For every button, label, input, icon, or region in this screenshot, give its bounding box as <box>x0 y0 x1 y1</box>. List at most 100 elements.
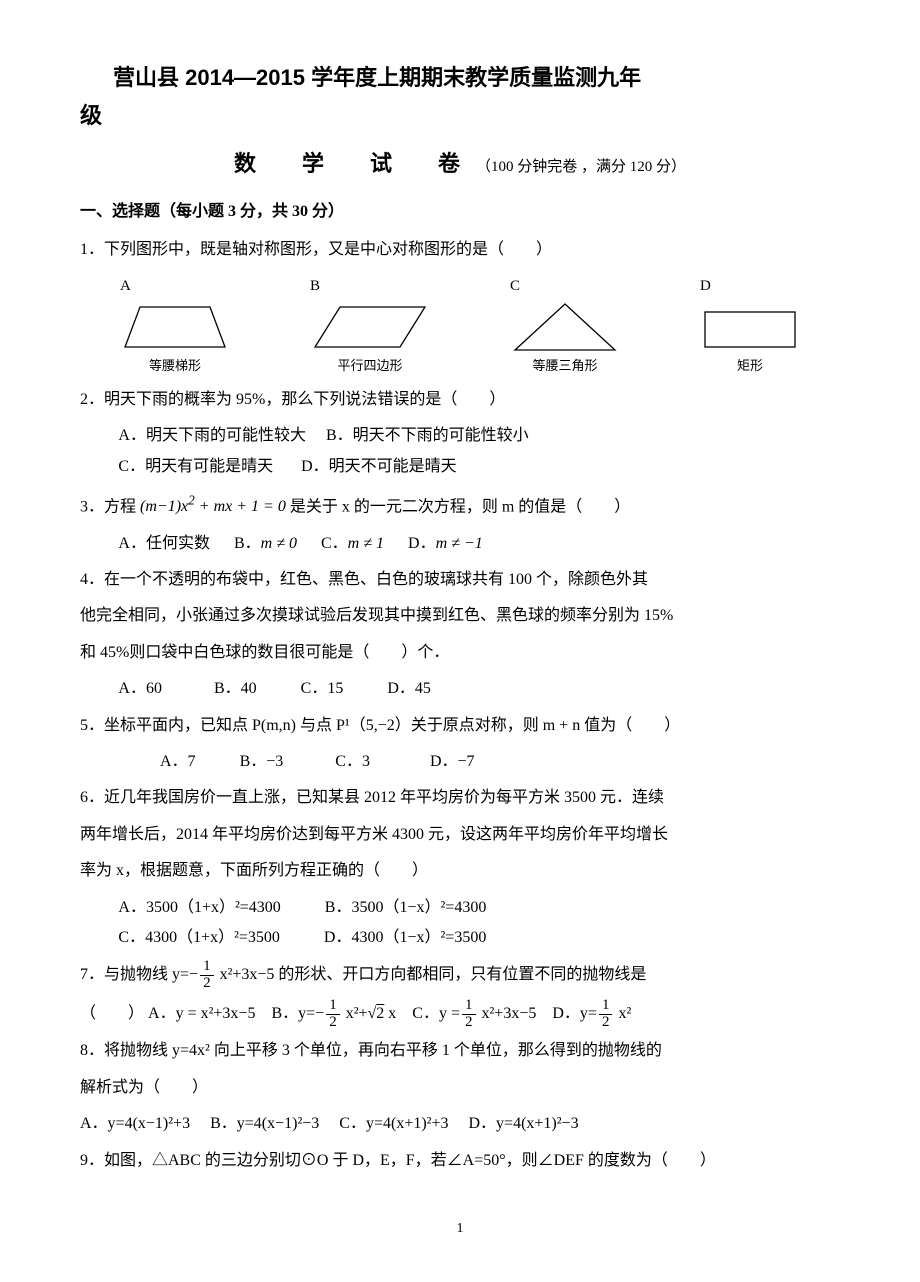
frac-num: 1 <box>200 959 214 976</box>
frac-den-c: 2 <box>462 1015 476 1031</box>
q7-c-pre: C．y = <box>412 1005 460 1022</box>
q1-letter-a: A <box>120 272 230 301</box>
q9-stem: 9．如图，△ABC 的三边分别切⊙O 于 D，E，F，若∠A=50°，则∠DEF… <box>80 1146 840 1176</box>
q6-l2: 两年增长后，2014 年平均房价达到每平方米 4300 元，设这两年平均房价年平… <box>80 820 840 850</box>
q3-eq-mid: + mx + 1 = 0 <box>195 498 286 515</box>
q3-pre: 3．方程 <box>80 498 140 515</box>
q3-opts: A．任何实数 B．m ≠ 0 C．m ≠ 1 D．m ≠ −1 <box>118 529 840 559</box>
q1-opt-c: C 等腰三角形 <box>510 272 620 379</box>
title-line2: 级 <box>80 95 840 137</box>
page-number: 1 <box>80 1216 840 1243</box>
q1-opt-d: D 矩形 <box>700 272 800 379</box>
q7-a: A．y = x²+3x−5 <box>148 1005 255 1022</box>
frac-den: 2 <box>200 976 214 992</box>
q2-d: D．明天不可能是晴天 <box>301 458 457 475</box>
q3-b-expr: m ≠ 0 <box>261 535 297 552</box>
q8-c: C．y=4(x+1)²+3 <box>339 1115 448 1132</box>
q7-d-post: x² <box>614 1005 631 1022</box>
q3-a: A．任何实数 <box>118 535 210 552</box>
q5-d: D．−7 <box>430 753 475 770</box>
q4-a: A．60 <box>118 680 162 697</box>
q4-c: C．15 <box>301 680 344 697</box>
q8-a: A．y=4(x−1)²+3 <box>80 1115 190 1132</box>
frac-den-b: 2 <box>326 1015 340 1031</box>
q6-opts-row1: A．3500（1+x）²=4300 B．3500（1−x）²=4300 <box>118 893 840 923</box>
q3-c-expr: m ≠ 1 <box>348 535 384 552</box>
q1-cap-c: 等腰三角形 <box>510 354 620 379</box>
q4-l1: 4．在一个不透明的布袋中，红色、黑色、白色的玻璃球共有 100 个，除颜色外其 <box>80 565 840 595</box>
q6-c: C．4300（1+x）²=3500 <box>118 929 280 946</box>
q1-stem: 1．下列图形中，既是轴对称图形，又是中心对称图形的是（ ） <box>80 235 840 265</box>
q8-b: B．y=4(x−1)²−3 <box>210 1115 319 1132</box>
q7-brace: （ ） <box>80 1005 144 1022</box>
q8-l2: 解析式为（ ） <box>80 1073 840 1103</box>
q7-b-pre: B．y=− <box>271 1005 324 1022</box>
q3-b-pre: B． <box>234 535 261 552</box>
subtitle: 数 学 试 卷 <box>234 151 472 176</box>
q3-eq-sup: 2 <box>188 493 195 508</box>
q6-opts-row2: C．4300（1+x）²=3500 D．4300（1−x）²=3500 <box>118 923 840 953</box>
q1-letter-b: B <box>310 272 430 301</box>
q6-l1: 6．近几年我国房价一直上涨，已知某县 2012 年平均房价为每平方米 3500 … <box>80 783 840 813</box>
q7-c-post: x²+3x−5 <box>478 1005 537 1022</box>
frac-half-3: 12 <box>462 998 476 1031</box>
trapezoid-icon <box>120 302 230 352</box>
q4-l3: 和 45%则口袋中白色球的数目很可能是（ ）个． <box>80 638 840 668</box>
q7-pre: 7．与抛物线 y=− <box>80 966 198 983</box>
q7-b-tail: x <box>384 1005 396 1022</box>
q3-eq-pre: (m−1)x <box>140 498 188 515</box>
q5-b: B．−3 <box>240 753 284 770</box>
q1-letter-c: C <box>510 272 620 301</box>
q1-cap-d: 矩形 <box>700 354 800 379</box>
q8-opts: A．y=4(x−1)²+3 B．y=4(x−1)²−3 C．y=4(x+1)²+… <box>80 1109 840 1139</box>
rectangle-icon <box>700 302 800 352</box>
q1-opt-b: B 平行四边形 <box>310 272 430 379</box>
q2-opts-row2: C．明天有可能是晴天 D．明天不可能是晴天 <box>118 452 840 482</box>
q7-d-pre: D．y= <box>552 1005 597 1022</box>
frac-den-d: 2 <box>599 1015 613 1031</box>
frac-num-c: 1 <box>462 998 476 1015</box>
q1-cap-b: 平行四边形 <box>310 354 430 379</box>
q3-eq: (m−1)x2 + mx + 1 = 0 <box>140 498 290 515</box>
q7-opts: （ ） A．y = x²+3x−5 B．y=−12 x²+√2 x C．y =1… <box>80 998 840 1031</box>
q3-post: 是关于 x 的一元二次方程，则 m 的值是（ ） <box>290 498 630 515</box>
q6-d: D．4300（1−x）²=3500 <box>324 929 486 946</box>
parallelogram-icon <box>310 302 430 352</box>
q2-b: B．明天不下雨的可能性较小 <box>326 427 529 444</box>
q5-opts: A．7 B．−3 C．3 D．−7 <box>160 747 840 777</box>
q8-d: D．y=4(x+1)²−3 <box>469 1115 579 1132</box>
frac-num-b: 1 <box>326 998 340 1015</box>
q2-c: C．明天有可能是晴天 <box>118 458 273 475</box>
q4-d: D．45 <box>387 680 431 697</box>
q7-stem: 7．与抛物线 y=−12 x²+3x−5 的形状、开口方向都相同，只有位置不同的… <box>80 959 840 992</box>
q6-b: B．3500（1−x）²=4300 <box>325 899 487 916</box>
q2-opts-row1: A．明天下雨的可能性较大 B．明天不下雨的可能性较小 <box>118 421 840 451</box>
exam-meta: （100 分钟完卷 ，满分 120 分） <box>476 159 686 175</box>
q3-d-pre: D． <box>408 535 436 552</box>
q5-a: A．7 <box>160 753 196 770</box>
frac-half-2: 12 <box>326 998 340 1031</box>
q1-cap-a: 等腰梯形 <box>120 354 230 379</box>
section-heading: 一、选择题（每小题 3 分，共 30 分） <box>80 197 840 227</box>
q1-letter-d: D <box>700 272 800 301</box>
subtitle-row: 数 学 试 卷 （100 分钟完卷 ，满分 120 分） <box>80 143 840 185</box>
q2-a: A．明天下雨的可能性较大 <box>118 427 306 444</box>
frac-half-1: 12 <box>200 959 214 992</box>
q5-c: C．3 <box>335 753 370 770</box>
q1-shapes: A 等腰梯形 B 平行四边形 C 等腰三角形 D 矩形 <box>80 272 840 379</box>
q5-stem: 5．坐标平面内，已知点 P(m,n) 与点 P¹（5,−2）关于原点对称，则 m… <box>80 711 840 741</box>
q7-mid: x²+3x−5 的形状、开口方向都相同，只有位置不同的抛物线是 <box>216 966 647 983</box>
q4-b: B．40 <box>214 680 257 697</box>
triangle-icon <box>510 302 620 352</box>
title-line1: 营山县 2014—2015 学年度上期期末教学质量监测九年 <box>80 60 840 95</box>
q6-l3: 率为 x，根据题意，下面所列方程正确的（ ） <box>80 856 840 886</box>
q3-d-expr: m ≠ −1 <box>436 535 483 552</box>
q2-stem: 2．明天下雨的概率为 95%，那么下列说法错误的是（ ） <box>80 385 840 415</box>
q4-opts: A．60 B．40 C．15 D．45 <box>118 674 840 704</box>
q4-l2: 他完全相同，小张通过多次摸球试验后发现其中摸到红色、黑色球的频率分别为 15% <box>80 601 840 631</box>
frac-num-d: 1 <box>599 998 613 1015</box>
frac-half-4: 12 <box>599 998 613 1031</box>
q8-l1: 8．将抛物线 y=4x² 向上平移 3 个单位，再向右平移 1 个单位，那么得到… <box>80 1036 840 1066</box>
q7-b-post: x²+ <box>342 1005 368 1022</box>
q1-opt-a: A 等腰梯形 <box>120 272 230 379</box>
